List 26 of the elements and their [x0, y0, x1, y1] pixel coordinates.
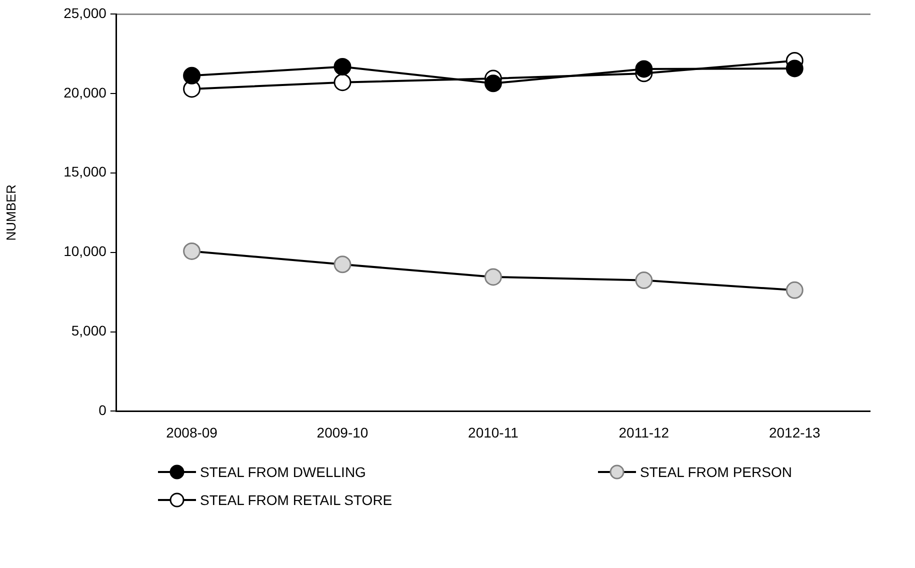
- point: [484, 268, 502, 286]
- legend-label: STEAL FROM PERSON: [640, 464, 792, 480]
- legend-label: STEAL FROM RETAIL STORE: [200, 492, 392, 508]
- y-tick-label: 25,000: [64, 4, 107, 21]
- y-axis-title: NUMBER: [3, 184, 18, 241]
- point: [635, 60, 653, 78]
- y-tick-label: 20,000: [64, 84, 107, 100]
- point: [183, 66, 201, 84]
- point: [334, 256, 352, 274]
- point: [334, 74, 352, 92]
- x-tick-label: 2011-12: [618, 424, 670, 440]
- x-tick-label: 2009-10: [316, 424, 368, 440]
- x-tick-label: 2012-13: [768, 424, 821, 440]
- y-tick-label: 5,000: [71, 322, 107, 339]
- point: [334, 58, 352, 76]
- x-tick-label: 2008-09: [166, 424, 218, 440]
- x-tick-label: 2010-11: [468, 424, 519, 440]
- point: [484, 74, 502, 92]
- y-tick-label: 10,000: [64, 243, 107, 260]
- y-tick-label: 0: [98, 402, 107, 418]
- point: [183, 242, 201, 260]
- point: [786, 60, 804, 78]
- legend-label: STEAL FROM DWELLING: [200, 464, 366, 480]
- point: [786, 281, 804, 299]
- point: [635, 272, 653, 290]
- y-tick-label: 15,000: [64, 164, 107, 180]
